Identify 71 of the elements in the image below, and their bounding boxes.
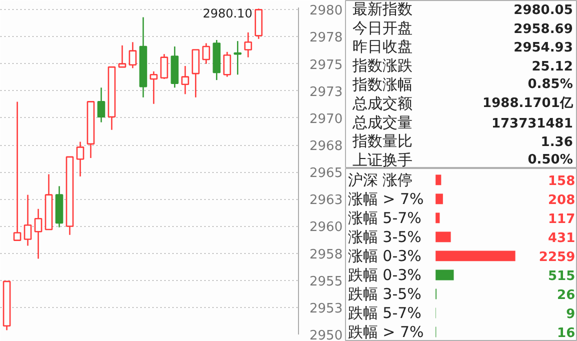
text: 0.50% [528,152,573,168]
candlestick [76,141,84,178]
category-label: 指数量比 [351,132,412,150]
candlestick [118,44,126,68]
y-tick-label: 2953 [310,301,343,316]
data-label: 16 [557,326,576,341]
y-tick-label: 2960 [310,220,343,236]
data-label: 158 [548,174,576,189]
bar [436,174,442,186]
bar [436,212,440,224]
y-tick-label: 2950 [310,328,343,341]
category-label: 跌幅 > 7% [348,322,424,341]
text: 0.85% [528,77,573,92]
category-label: 涨幅 0-3% [348,246,422,265]
candlestick [234,40,242,76]
text: 1988.1701亿 [482,96,573,111]
y-tick-label: 2955 [310,274,343,290]
y-tick-label: 2980 [310,4,343,19]
candlestick [34,208,42,260]
data-label: 26 [557,288,576,303]
category-label: 沪深 涨停 [348,170,413,189]
category-label: 最新指数 [352,0,412,18]
text: 173731481 [491,116,573,132]
bar [436,270,454,280]
data-label: 9 [566,306,576,322]
category-label: 昨日收盘 [352,38,412,56]
text: 2958.69 [514,22,573,37]
y-tick-label: 2973 [310,84,343,100]
y-tick-label: 2978 [310,30,343,46]
category-label: 跌幅 5-7% [348,304,422,322]
text: 2954.93 [514,40,573,56]
category-label: 跌幅 3-5% [348,284,422,303]
text: 2980.05 [514,2,573,18]
candlestick [223,51,232,78]
category-label: 涨幅 3-5% [348,228,422,246]
y-tick-label: 2970 [310,112,343,127]
category-label: 今日开盘 [352,18,412,37]
category-label: 上证换手 [352,151,412,170]
category-label: 总成交额 [351,94,412,112]
text: 1.36 [540,135,573,150]
candlestick [150,70,158,105]
category-label: 涨幅 5-7% [348,208,422,227]
data-label: 208 [548,192,576,208]
category-label: 指数涨幅 [351,76,412,94]
category-label: 跌幅 0-3% [348,266,422,284]
annotation: 2980.10 [202,6,252,21]
data-label: 515 [548,268,576,284]
candlestick [202,42,210,64]
y-tick-label: 2975 [310,58,343,73]
y-tick-label: 2968 [310,139,343,154]
data-label: 2259 [538,250,576,265]
candlestick [13,101,22,241]
candlestick [97,86,106,123]
candlestick [181,65,190,95]
y-tick-label: 2958 [310,247,343,262]
bar [436,194,443,204]
candlestick [192,49,200,98]
candlestick [160,53,168,80]
y-tick-label: 2965 [310,166,343,182]
text: 25.12 [532,60,573,75]
data-label: 431 [548,230,576,246]
y-tick-label: 2963 [310,193,343,208]
candlestick [244,32,252,58]
bar [436,232,451,242]
bar [436,250,516,262]
data-label: 117 [548,212,576,227]
candlestick [24,194,32,246]
category-label: 涨幅 > 7% [348,190,424,208]
category-label: 指数涨跌 [351,56,412,75]
candlestick [128,42,137,69]
category-label: 总成交量 [351,113,412,132]
